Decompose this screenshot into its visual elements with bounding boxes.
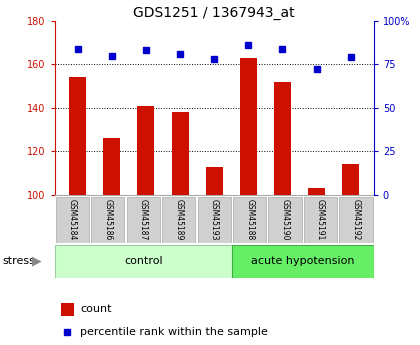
FancyBboxPatch shape	[197, 197, 231, 243]
Text: GSM45193: GSM45193	[210, 199, 219, 241]
Text: GSM45184: GSM45184	[68, 199, 77, 240]
Text: acute hypotension: acute hypotension	[251, 256, 354, 266]
Bar	[342, 165, 359, 195]
Text: control: control	[124, 256, 163, 266]
FancyBboxPatch shape	[233, 197, 266, 243]
Bar	[206, 167, 223, 195]
FancyBboxPatch shape	[162, 197, 195, 243]
Text: GSM45190: GSM45190	[281, 199, 290, 241]
FancyBboxPatch shape	[339, 197, 373, 243]
FancyBboxPatch shape	[55, 245, 232, 278]
Bar	[240, 58, 257, 195]
Text: ▶: ▶	[32, 255, 41, 268]
FancyBboxPatch shape	[304, 197, 337, 243]
Text: GSM45186: GSM45186	[103, 199, 112, 240]
Text: stress: stress	[2, 256, 35, 266]
Text: count: count	[80, 304, 112, 314]
FancyBboxPatch shape	[91, 197, 124, 243]
Text: GSM45192: GSM45192	[352, 199, 360, 240]
FancyBboxPatch shape	[268, 197, 302, 243]
FancyBboxPatch shape	[232, 245, 374, 278]
Text: GSM45191: GSM45191	[316, 199, 325, 240]
Bar	[137, 106, 155, 195]
Bar	[69, 77, 86, 195]
Text: GSM45187: GSM45187	[139, 199, 148, 240]
Bar	[308, 188, 325, 195]
Title: GDS1251 / 1367943_at: GDS1251 / 1367943_at	[134, 6, 295, 20]
Bar	[171, 112, 189, 195]
FancyBboxPatch shape	[56, 197, 89, 243]
Text: GSM45188: GSM45188	[245, 199, 254, 240]
Bar	[61, 303, 74, 316]
FancyBboxPatch shape	[126, 197, 160, 243]
Bar	[103, 138, 120, 195]
Text: GSM45189: GSM45189	[174, 199, 183, 240]
Text: percentile rank within the sample: percentile rank within the sample	[80, 327, 268, 337]
Bar	[274, 82, 291, 195]
